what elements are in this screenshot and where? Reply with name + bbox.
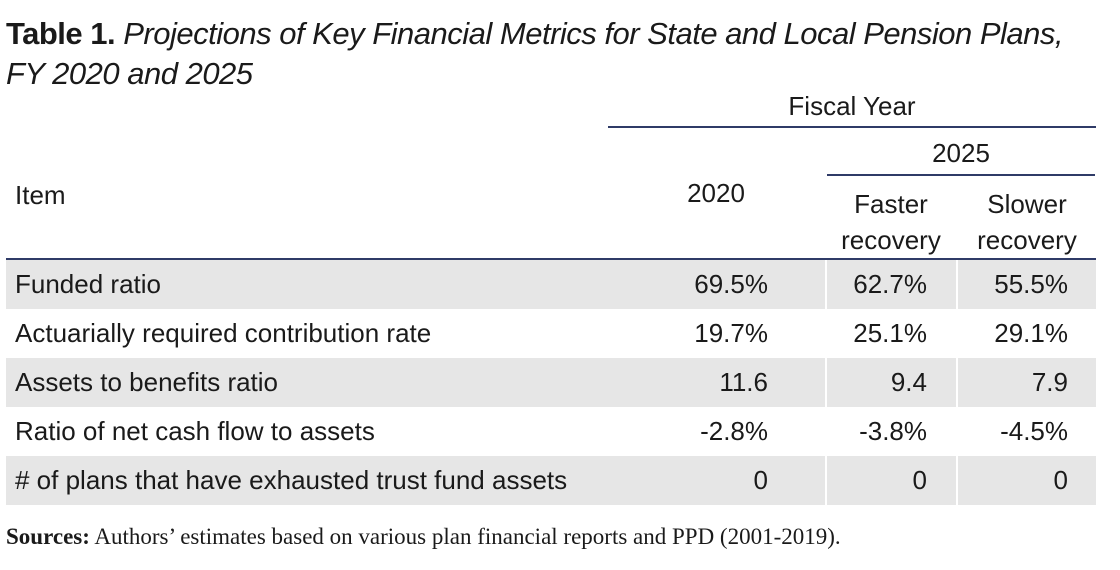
table-row: Ratio of net cash flow to assets -2.8% -… — [6, 407, 1096, 456]
table-row: Funded ratio 69.5% 62.7% 55.5% — [6, 260, 1096, 309]
row-value-faster: 0 — [912, 465, 927, 495]
rule-header-bottom — [6, 258, 1096, 260]
header-2025: 2025 — [932, 138, 990, 168]
header-fiscal-year: Fiscal Year — [788, 91, 916, 121]
header-faster-recovery-line2: recovery — [841, 225, 941, 255]
column-divider — [825, 260, 827, 505]
table-row: Actuarially required contribution rate 1… — [6, 309, 1096, 358]
row-item: Ratio of net cash flow to assets — [15, 416, 375, 446]
row-value-slower: 55.5% — [994, 269, 1068, 299]
row-value-slower: -4.5% — [1000, 416, 1068, 446]
header-faster-recovery-line1: Faster — [854, 189, 928, 219]
rule-2025 — [827, 174, 1095, 176]
row-item: Assets to benefits ratio — [15, 367, 279, 397]
header-slower-recovery-line2: recovery — [977, 225, 1077, 255]
row-item: Actuarially required contribution rate — [15, 318, 432, 348]
table-title: Table 1. Projections of Key Financial Me… — [6, 14, 1106, 94]
row-value-faster: 9.4 — [890, 367, 927, 397]
table-row: # of plans that have exhausted trust fun… — [6, 456, 1096, 505]
row-value-slower: 29.1% — [994, 318, 1068, 348]
sources-note: Sources: Authors’ estimates based on var… — [6, 524, 841, 550]
header-slower-recovery-line1: Slower — [987, 189, 1067, 219]
rule-fiscal-year — [608, 126, 1096, 128]
table-row: Assets to benefits ratio 11.6 9.4 7.9 — [6, 358, 1096, 407]
row-value-faster: -3.8% — [859, 416, 927, 446]
row-value-faster: 62.7% — [853, 269, 927, 299]
row-value-faster: 25.1% — [853, 318, 927, 348]
sources-label: Sources: — [6, 524, 90, 549]
row-value-2020: -2.8% — [700, 416, 768, 446]
header-slower-recovery: Slower recovery — [958, 186, 1096, 258]
row-value-2020: 69.5% — [694, 269, 768, 299]
column-divider — [956, 260, 958, 505]
table-body: Funded ratio 69.5% 62.7% 55.5% Actuarial… — [6, 260, 1096, 505]
sources-text: Authors’ estimates based on various plan… — [89, 524, 841, 549]
table-title-text: Projections of Key Financial Metrics for… — [6, 16, 1064, 91]
row-value-slower: 0 — [1053, 465, 1068, 495]
table-title-label: Table 1. — [6, 16, 116, 51]
header-faster-recovery: Faster recovery — [827, 186, 955, 258]
row-value-2020: 19.7% — [694, 318, 768, 348]
row-value-2020: 11.6 — [719, 367, 768, 397]
row-item: Funded ratio — [15, 269, 161, 299]
row-value-slower: 7.9 — [1031, 367, 1068, 397]
row-value-2020: 0 — [753, 465, 768, 495]
row-item: # of plans that have exhausted trust fun… — [15, 465, 568, 495]
header-item: Item — [15, 180, 66, 210]
header-2020: 2020 — [687, 178, 745, 208]
